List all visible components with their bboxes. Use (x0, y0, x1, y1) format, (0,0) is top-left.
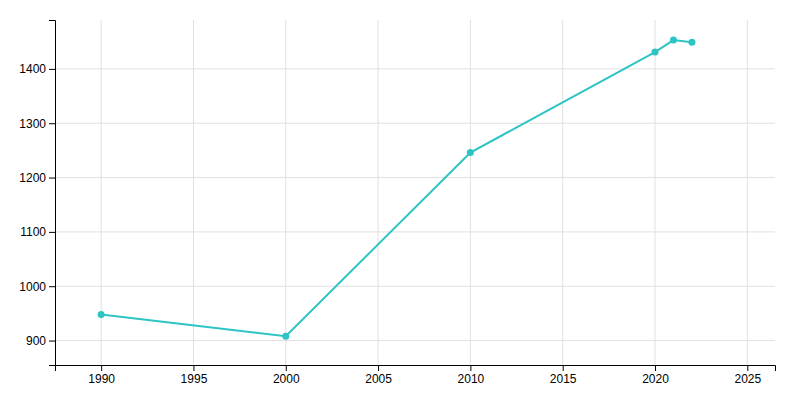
grid-line (470, 20, 471, 365)
tick: 2025 (734, 365, 761, 386)
marker (688, 39, 695, 46)
plot: 1990 1995 2000 2005 2010 2015 2020 2025 900 1000 1… (19, 20, 775, 386)
tick-label: 1400 (19, 62, 46, 76)
tick-label: 1000 (19, 280, 46, 294)
tick: 2000 (273, 365, 300, 386)
grid-line (747, 20, 748, 365)
tick-label: 1990 (88, 372, 115, 386)
tick: 900 (26, 334, 55, 348)
grid-line (562, 20, 563, 365)
tick-mark (193, 365, 194, 371)
grid-line (378, 20, 379, 365)
marker (467, 149, 474, 156)
chart: 1990 1995 2000 2005 2010 2015 2020 2025 900 1000 1… (0, 0, 800, 400)
tick: 1000 (19, 280, 55, 294)
grid-line (193, 20, 194, 365)
marker (98, 311, 105, 318)
tick-mark (655, 365, 656, 371)
tick-mark (49, 341, 55, 342)
tick-label: 2020 (642, 372, 669, 386)
tick-label: 2010 (458, 372, 485, 386)
axis-line (49, 21, 56, 366)
tick-mark (49, 286, 55, 287)
grid (55, 20, 775, 365)
tick-mark (747, 365, 748, 371)
tick-mark (49, 69, 55, 70)
axis-line (56, 366, 776, 372)
tick-label: 1300 (19, 117, 46, 131)
tick-mark (49, 232, 55, 233)
tick-label: 1100 (20, 225, 46, 239)
tick-mark (563, 365, 564, 371)
tick: 2010 (458, 365, 485, 386)
tick-label: 2015 (550, 372, 577, 386)
tick-label: 2025 (734, 372, 761, 386)
tick: 1300 (19, 117, 55, 131)
tick: 1995 (181, 365, 208, 386)
grid-line (55, 340, 775, 341)
tick: 2005 (365, 365, 392, 386)
tick: 2015 (550, 365, 577, 386)
marker (670, 37, 677, 44)
y-axis: 900 1000 1100 1200 1300 1400 (19, 21, 55, 366)
tick-label: 900 (26, 334, 46, 348)
x-axis: 1990 1995 2000 2005 2010 2015 2020 2025 (56, 365, 776, 386)
line (101, 40, 692, 336)
tick: 2020 (642, 365, 669, 386)
series (98, 37, 696, 340)
tick: 1990 (88, 365, 115, 386)
marker (652, 49, 659, 56)
tick-mark (286, 365, 287, 371)
grid-line (55, 68, 775, 69)
grid-line (655, 20, 656, 365)
marker (282, 333, 289, 340)
tick: 1200 (19, 171, 55, 185)
grid-line (55, 177, 775, 178)
grid-line (285, 20, 286, 365)
tick-label: 2005 (365, 372, 392, 386)
grid-line (55, 286, 775, 287)
tick-mark (101, 365, 102, 371)
tick-mark (470, 365, 471, 371)
tick-label: 2000 (273, 372, 300, 386)
tick-mark (378, 365, 379, 371)
grid-line (55, 123, 775, 124)
tick-mark (49, 123, 55, 124)
tick-label: 1995 (181, 372, 208, 386)
tick-mark (49, 178, 55, 179)
grid-line (55, 231, 775, 232)
tick-label: 1200 (19, 171, 46, 185)
tick: 1400 (19, 62, 55, 76)
tick: 1100 (20, 225, 55, 239)
